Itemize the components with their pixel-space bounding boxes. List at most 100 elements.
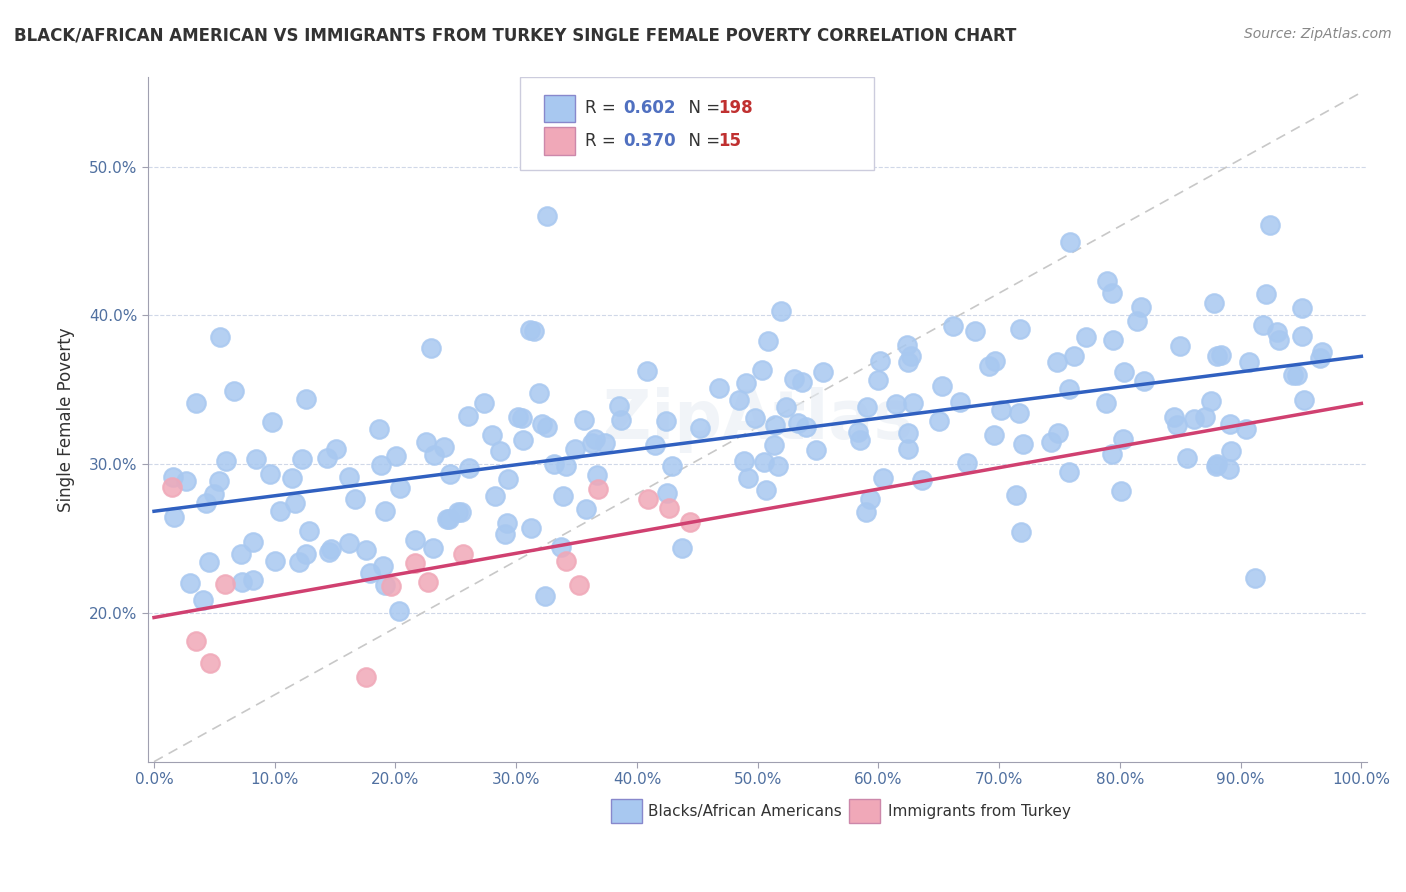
Point — [264, 553, 287, 567]
Point — [536, 419, 558, 434]
Text: 0.602: 0.602 — [623, 99, 676, 117]
Point — [1205, 457, 1227, 471]
Bar — [849, 799, 880, 823]
Point — [245, 452, 267, 467]
Point — [928, 414, 950, 428]
Point — [671, 541, 693, 555]
Point — [728, 393, 751, 408]
Point — [1220, 444, 1243, 458]
Point — [554, 458, 576, 473]
Point — [1074, 329, 1097, 343]
Point — [354, 670, 377, 684]
Point — [1202, 296, 1225, 310]
Point — [568, 578, 591, 592]
Point — [806, 443, 828, 458]
Point — [1201, 394, 1223, 409]
Point — [846, 425, 869, 439]
Point — [593, 436, 616, 450]
Text: 15: 15 — [718, 132, 742, 150]
Point — [655, 414, 678, 428]
Point — [439, 467, 461, 482]
Point — [404, 556, 426, 570]
Point — [174, 474, 197, 488]
Point — [901, 396, 924, 410]
Point — [1163, 410, 1185, 425]
Point — [374, 577, 396, 591]
Point — [790, 375, 813, 389]
Point — [679, 515, 702, 529]
Point — [214, 577, 236, 591]
Point — [610, 413, 633, 427]
Point — [198, 555, 221, 569]
Point — [1194, 409, 1216, 424]
Text: Source: ZipAtlas.com: Source: ZipAtlas.com — [1244, 27, 1392, 41]
Point — [373, 504, 395, 518]
Point — [737, 470, 759, 484]
Point — [530, 417, 553, 431]
Point — [856, 400, 879, 414]
Point — [1005, 488, 1028, 502]
Point — [451, 547, 474, 561]
Point — [533, 589, 555, 603]
Point — [543, 457, 565, 471]
Point — [1251, 318, 1274, 332]
Point — [512, 410, 534, 425]
Point — [415, 434, 437, 449]
Point — [458, 460, 481, 475]
Point — [1182, 412, 1205, 426]
Point — [707, 380, 730, 394]
Point — [536, 209, 558, 223]
Point — [1256, 287, 1278, 301]
Point — [1109, 483, 1132, 498]
Text: BLACK/AFRICAN AMERICAN VS IMMIGRANTS FROM TURKEY SINGLE FEMALE POVERTY CORRELATI: BLACK/AFRICAN AMERICAN VS IMMIGRANTS FRO… — [14, 27, 1017, 45]
Point — [849, 434, 872, 448]
Point — [763, 418, 786, 433]
Point — [1260, 218, 1282, 232]
Point — [786, 417, 808, 431]
Point — [1008, 322, 1031, 336]
Point — [202, 487, 225, 501]
Point — [1244, 571, 1267, 585]
Point — [496, 516, 519, 530]
Point — [208, 475, 231, 489]
Point — [298, 524, 321, 538]
Text: Immigrants from Turkey: Immigrants from Turkey — [889, 804, 1071, 819]
Point — [1046, 355, 1069, 369]
Point — [359, 566, 381, 580]
Point — [388, 481, 411, 495]
Point — [523, 324, 546, 338]
Point — [1218, 462, 1240, 476]
Point — [450, 505, 472, 519]
Point — [224, 384, 246, 398]
Point — [370, 458, 392, 472]
Point — [581, 436, 603, 450]
Point — [484, 489, 506, 503]
Point — [553, 489, 575, 503]
Point — [897, 425, 920, 440]
Point — [354, 542, 377, 557]
Point — [527, 386, 550, 401]
Point — [869, 354, 891, 368]
Point — [979, 359, 1001, 373]
Point — [896, 337, 918, 351]
Point — [931, 379, 953, 393]
Point — [195, 496, 218, 510]
Point — [472, 396, 495, 410]
Point — [550, 540, 572, 554]
Point — [866, 373, 889, 387]
Point — [884, 397, 907, 411]
Text: 198: 198 — [718, 99, 754, 117]
Point — [1012, 437, 1035, 451]
Point — [1265, 325, 1288, 339]
Point — [1059, 382, 1081, 396]
Point — [368, 422, 391, 436]
Point — [229, 548, 252, 562]
Y-axis label: Single Female Poverty: Single Female Poverty — [58, 327, 75, 512]
Point — [1309, 351, 1331, 366]
Point — [384, 449, 406, 463]
Point — [1294, 393, 1316, 408]
Point — [508, 409, 530, 424]
Point — [200, 656, 222, 670]
Text: R =: R = — [585, 99, 620, 117]
Point — [1101, 285, 1123, 300]
